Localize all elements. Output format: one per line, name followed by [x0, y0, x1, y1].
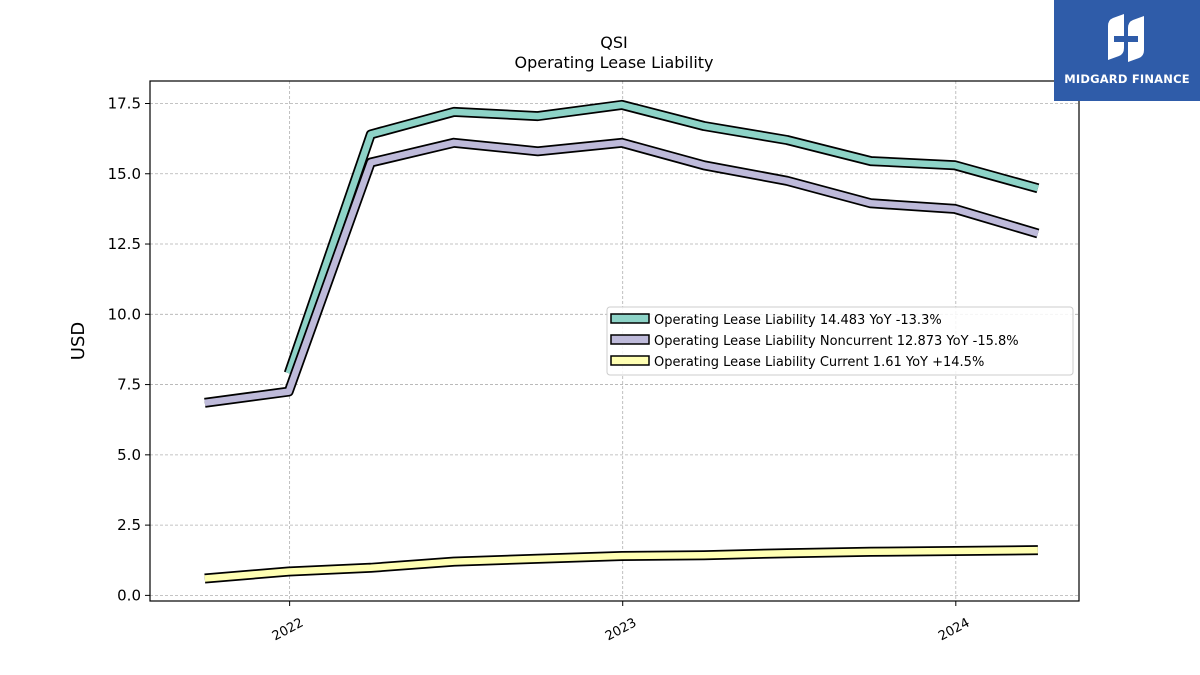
- chart-subtitle: Operating Lease Liability: [514, 53, 713, 72]
- legend-box: [606, 306, 1074, 376]
- y-tick-label: 0.0: [117, 586, 141, 604]
- legend-entry: Operating Lease Liability Current 1.61 Y…: [654, 355, 984, 370]
- y-tick-label: 17.5: [108, 94, 141, 112]
- x-axis: 2022 2023 2024: [270, 601, 972, 644]
- legend-swatch: [610, 355, 650, 366]
- legend-entry: Operating Lease Liability 14.483 YoY -13…: [654, 313, 942, 328]
- series-line: [285, 101, 1039, 375]
- x-tick-label: 2023: [603, 616, 639, 645]
- y-tick-label: 12.5: [108, 235, 141, 253]
- legend-entry: Operating Lease Liability Noncurrent 12.…: [654, 334, 1019, 349]
- series-3: [204, 545, 1038, 584]
- chart-title: QSI: [600, 33, 627, 52]
- y-axis-label: USD: [68, 322, 89, 360]
- y-tick-label: 5.0: [117, 446, 141, 464]
- series-line: [204, 546, 1038, 582]
- series-line: [204, 139, 1039, 407]
- y-tick-label: 7.5: [117, 376, 141, 394]
- legend-swatch: [610, 334, 650, 345]
- plot-frame: [149, 80, 1080, 602]
- legend-swatch: [610, 313, 650, 324]
- brand-logo: MIDGARD FINANCE: [1054, 0, 1200, 101]
- x-tick-label: 2024: [936, 616, 972, 645]
- logo-mark-icon: [1108, 14, 1144, 62]
- x-tick-label: 2022: [270, 616, 306, 645]
- logo-text: MIDGARD FINANCE: [1064, 72, 1190, 86]
- legend: Operating Lease Liability 14.483 YoY -13…: [606, 306, 1074, 376]
- y-tick-label: 15.0: [108, 165, 141, 183]
- series-2: [204, 137, 1040, 408]
- y-tick-label: 2.5: [117, 516, 141, 534]
- series-lines: [204, 99, 1040, 584]
- y-tick-label: 10.0: [108, 305, 141, 323]
- y-axis: 0.0 2.5 5.0 7.5 10.0 12.5 15.0 17.5: [108, 94, 150, 604]
- series-1: [283, 99, 1040, 375]
